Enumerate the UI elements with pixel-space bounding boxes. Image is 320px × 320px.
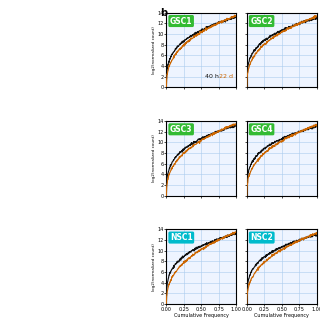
Text: GSC1: GSC1 [170,17,192,26]
Text: NSC2: NSC2 [250,233,273,242]
Text: b: b [160,8,167,18]
X-axis label: Cumulative Frequency: Cumulative Frequency [174,313,229,318]
Text: 40 h: 40 h [205,74,219,79]
Text: GSC3: GSC3 [170,125,192,134]
Text: 22 d: 22 d [219,74,233,79]
Y-axis label: log2(normalized count): log2(normalized count) [152,26,156,74]
Text: NSC1: NSC1 [170,233,193,242]
X-axis label: Cumulative Frequency: Cumulative Frequency [254,313,309,318]
Text: GSC2: GSC2 [250,17,273,26]
Text: GSC4: GSC4 [250,125,273,134]
Y-axis label: log2(normalized count): log2(normalized count) [152,134,156,182]
Y-axis label: log2(normalized count): log2(normalized count) [152,243,156,291]
